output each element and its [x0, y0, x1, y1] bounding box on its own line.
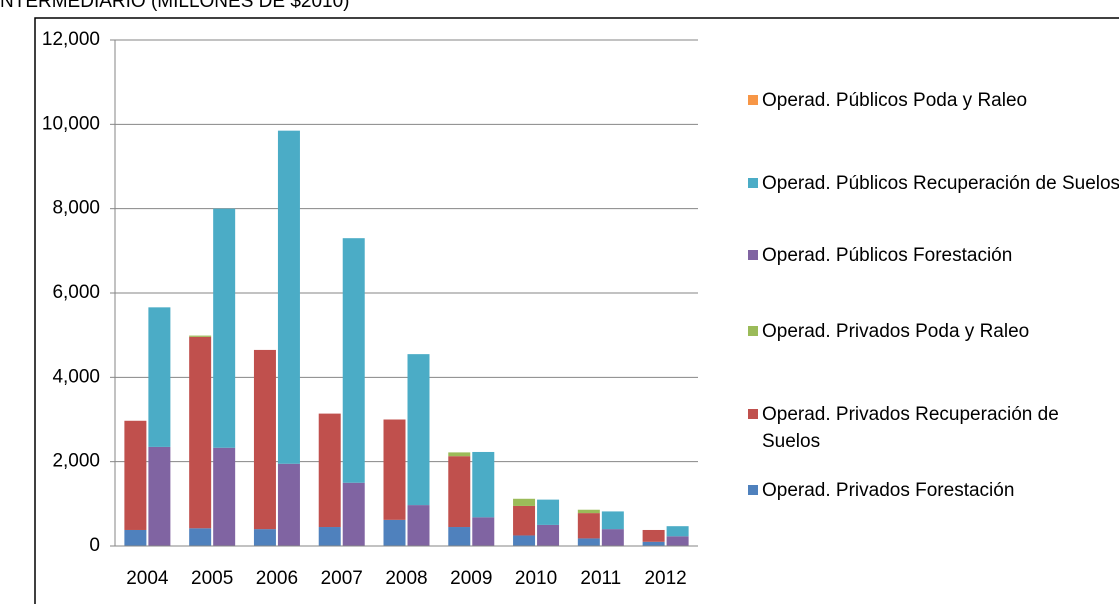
legend-item: Operad. Públicos Poda y Raleo: [748, 87, 1119, 114]
bar-segment: [513, 498, 536, 506]
bar-segment: [407, 354, 430, 506]
bar-segment: [189, 335, 212, 337]
bar-segment: [189, 336, 212, 529]
bar-segment: [642, 529, 665, 542]
bar-segment: [666, 526, 689, 537]
y-tick-label: 4,000: [52, 366, 100, 387]
y-tick-label: 6,000: [52, 282, 100, 303]
legend-item: Operad. Privados Recuperación de Suelos: [748, 401, 1119, 455]
bar-segment: [407, 505, 430, 546]
bar-segment: [342, 238, 365, 483]
bar-segment: [513, 535, 536, 546]
y-tick-label: 0: [89, 535, 100, 556]
bar-segment: [601, 529, 624, 546]
bar-segment: [124, 420, 147, 530]
x-tick-label: 2004: [126, 568, 169, 589]
x-tick-label: 2012: [644, 568, 686, 589]
bar-segment: [448, 527, 471, 546]
y-tick-label: 8,000: [52, 198, 100, 219]
bar-segment: [342, 482, 365, 546]
bar-segment: [577, 538, 600, 546]
bar-segment: [253, 529, 276, 546]
legend-swatch: [748, 178, 758, 188]
bar-segment: [383, 419, 406, 520]
x-tick-label: 2011: [580, 568, 621, 589]
chart-title: NTERMEDIARIO (MILLONES DE $2010): [0, 0, 349, 12]
bar-segment: [472, 517, 495, 546]
bar-segment: [189, 528, 212, 546]
bar-segment: [318, 527, 341, 546]
x-tick-label: 2008: [385, 568, 427, 589]
legend-label: Operad. Públicos Poda y Raleo: [762, 90, 1028, 111]
legend-item: Operad. Privados Poda y Raleo: [748, 318, 1119, 345]
bar-segment: [577, 513, 600, 539]
bar-segment: [537, 524, 560, 546]
bar-segment: [148, 446, 171, 546]
legend-label: Operad. Privados Poda y Raleo: [762, 321, 1030, 342]
x-tick-label: 2005: [191, 568, 233, 589]
legend-label: Operad. Públicos Forestación: [762, 245, 1013, 266]
legend-item: Operad. Públicos Forestación: [748, 242, 1119, 269]
y-tick-label: 12,000: [42, 29, 100, 50]
bar-segment: [666, 536, 689, 546]
legend-swatch: [748, 326, 758, 336]
bar-segment: [318, 413, 341, 528]
bar-segment: [383, 519, 406, 546]
bar-segment: [513, 505, 536, 536]
x-tick-label: 2007: [321, 568, 363, 589]
legend-swatch: [748, 485, 758, 495]
bar-segment: [448, 452, 471, 457]
bar-segment: [277, 463, 300, 546]
legend-label: Operad. Privados Forestación: [762, 480, 1015, 501]
x-tick-label: 2009: [450, 568, 492, 589]
bar-segment: [213, 447, 236, 546]
legend-swatch: [748, 409, 758, 419]
bar-segment: [124, 529, 147, 546]
legend-item: Operad. Privados Forestación: [748, 477, 1119, 504]
legend-swatch: [748, 95, 758, 105]
bar-segment: [213, 208, 236, 448]
bar-segment: [642, 541, 665, 546]
x-tick-label: 2010: [515, 568, 557, 589]
bar-segment: [577, 509, 600, 514]
legend-item: Operad. Públicos Recuperación de Suelos: [748, 170, 1119, 197]
bar-segment: [148, 307, 171, 447]
bar-segment: [448, 456, 471, 528]
y-tick-label: 2,000: [52, 451, 100, 472]
bar-segment: [601, 511, 624, 530]
x-tick-label: 2006: [256, 568, 298, 589]
legend-label: Operad. Privados Recuperación de Suelos: [762, 404, 1059, 452]
bar-segment: [537, 499, 560, 525]
bar-segment: [253, 349, 276, 530]
legend-swatch: [748, 250, 758, 260]
legend-label: Operad. Públicos Recuperación de Suelos: [762, 173, 1119, 194]
bar-segment: [277, 130, 300, 464]
y-tick-label: 10,000: [42, 113, 100, 134]
bar-segment: [472, 451, 495, 518]
chart-frame: [34, 17, 1119, 604]
